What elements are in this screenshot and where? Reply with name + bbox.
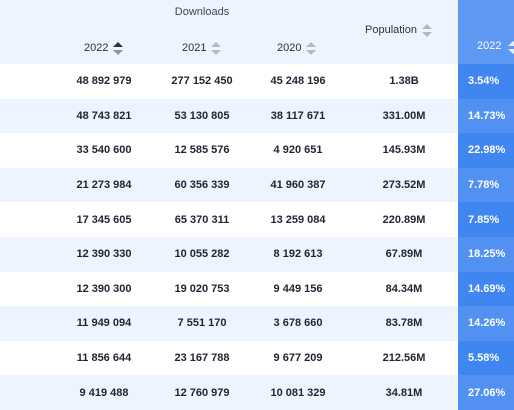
downloads-2020-cell: 13 259 084 [270, 213, 326, 226]
column-header-label: 2021 [182, 42, 207, 54]
table-row[interactable]: 12 390 300 19 020 753 9 449 156 84.34M 14.69… [0, 271, 514, 307]
downloads-2021-cell: 277 152 450 [171, 75, 233, 88]
population-cell: 84.34M [385, 282, 423, 295]
population-cell: 331.00M [382, 109, 426, 122]
growth-2022-cell: 14.26% [468, 317, 506, 330]
table-row[interactable]: 33 540 600 12 585 576 4 920 651 145.93M 22.9… [0, 133, 514, 168]
highlighted-cell-background [458, 64, 514, 99]
highlighted-cell-background [458, 98, 514, 134]
table-row[interactable]: 21 273 984 60 356 339 41 960 387 273.52M 7.7… [0, 167, 514, 203]
population-cell: 145.93M [382, 144, 426, 157]
column-header-label: 2020 [277, 42, 302, 54]
column-header-label: 2022 [477, 40, 502, 52]
downloads-2020-cell: 41 960 387 [270, 179, 326, 192]
column-header-population[interactable]: Population [365, 22, 432, 38]
population-cell: 1.38B [389, 75, 419, 88]
highlighted-cell-background [458, 133, 514, 168]
downloads-2022-cell: 12 390 330 [76, 248, 132, 261]
highlighted-cell-background [458, 375, 514, 410]
column-header-downloads-2022[interactable]: 2022 [84, 40, 124, 56]
downloads-2020-cell: 38 117 671 [270, 109, 326, 122]
table-row[interactable]: 12 390 330 10 055 282 8 192 613 67.89M 18.25… [0, 237, 514, 272]
downloads-group-label: Downloads [174, 6, 230, 18]
table-row[interactable]: 48 743 821 53 130 805 38 117 671 331.00M 14.… [0, 98, 514, 134]
downloads-2020-cell: 4 920 651 [273, 144, 323, 157]
growth-2022-cell: 3.54% [468, 75, 500, 88]
table-row[interactable]: 9 419 488 12 760 979 10 081 329 34.81M 27.06… [0, 375, 514, 410]
downloads-2022-cell: 48 892 979 [76, 75, 132, 88]
growth-2022-cell: 7.78% [468, 179, 500, 192]
downloads-2022-cell: 21 273 984 [76, 179, 132, 192]
growth-2022-cell: 14.69% [468, 282, 506, 295]
column-header-label: 2022 [84, 42, 109, 54]
growth-2022-cell: 27.06% [468, 386, 506, 399]
table-row[interactable]: 48 892 979 277 152 450 45 248 196 1.38B 3.54… [0, 64, 514, 99]
growth-2022-cell: 22.98% [468, 144, 506, 157]
downloads-2022-cell: 12 390 300 [76, 282, 132, 295]
population-cell: 83.78M [385, 317, 423, 330]
population-cell: 220.89M [382, 213, 426, 226]
population-cell: 212.56M [382, 352, 426, 365]
downloads-2021-cell: 12 760 979 [174, 386, 230, 399]
downloads-2022-cell: 33 540 600 [76, 144, 132, 157]
sort-icon[interactable] [113, 41, 124, 55]
population-cell: 273.52M [382, 179, 426, 192]
downloads-2021-cell: 7 551 170 [177, 317, 227, 330]
downloads-2022-cell: 48 743 821 [76, 109, 132, 122]
growth-2022-cell: 14.73% [468, 109, 506, 122]
downloads-2020-cell: 8 192 613 [273, 248, 323, 261]
downloads-2021-cell: 10 055 282 [174, 248, 230, 261]
population-cell: 34.81M [385, 386, 423, 399]
downloads-2020-cell: 45 248 196 [270, 75, 326, 88]
sort-icon[interactable] [508, 41, 514, 54]
column-header-growth-2022[interactable]: 2022 [458, 0, 514, 64]
downloads-2020-cell: 10 081 329 [270, 386, 326, 399]
growth-2022-cell: 5.58% [468, 352, 500, 365]
highlighted-cell-background [458, 271, 514, 307]
column-header-label: Population [365, 24, 417, 36]
highlighted-cell-background [458, 167, 514, 203]
sort-icon[interactable] [211, 41, 222, 55]
highlighted-cell-background [458, 202, 514, 237]
downloads-2020-cell: 9 449 156 [273, 282, 323, 295]
downloads-2021-cell: 23 167 788 [174, 352, 230, 365]
downloads-2020-cell: 9 677 209 [273, 352, 323, 365]
table-row[interactable]: 11 856 644 23 167 788 9 677 209 212.56M 5.58… [0, 340, 514, 376]
downloads-2022-cell: 11 949 094 [76, 317, 132, 330]
downloads-2021-cell: 65 370 311 [174, 213, 230, 226]
population-cell: 67.89M [385, 248, 423, 261]
sort-icon[interactable] [422, 23, 432, 37]
column-header-downloads-2021[interactable]: 2021 [182, 40, 222, 56]
downloads-2021-cell: 19 020 753 [174, 282, 230, 295]
table-row[interactable]: 17 345 605 65 370 311 13 259 084 220.89M 7.8… [0, 202, 514, 237]
highlighted-cell-background [458, 237, 514, 272]
table-row[interactable]: 11 949 094 7 551 170 3 678 660 83.78M 14.26% [0, 306, 514, 341]
downloads-2021-cell: 60 356 339 [174, 179, 230, 192]
downloads-2022-cell: 17 345 605 [76, 213, 132, 226]
downloads-2021-cell: 53 130 805 [174, 109, 230, 122]
table-header: Downloads 2022 2021 2020 Population [0, 0, 514, 64]
downloads-2021-cell: 12 585 576 [174, 144, 230, 157]
downloads-2020-cell: 3 678 660 [273, 317, 323, 330]
column-header-downloads-2020[interactable]: 2020 [277, 40, 317, 56]
downloads-2022-cell: 11 856 644 [76, 352, 132, 365]
downloads-2022-cell: 9 419 488 [79, 386, 129, 399]
growth-2022-cell: 18.25% [468, 248, 506, 261]
sort-icon[interactable] [306, 41, 317, 55]
growth-2022-cell: 7.85% [468, 213, 500, 226]
highlighted-cell-background [458, 306, 514, 341]
highlighted-cell-background [458, 340, 514, 376]
